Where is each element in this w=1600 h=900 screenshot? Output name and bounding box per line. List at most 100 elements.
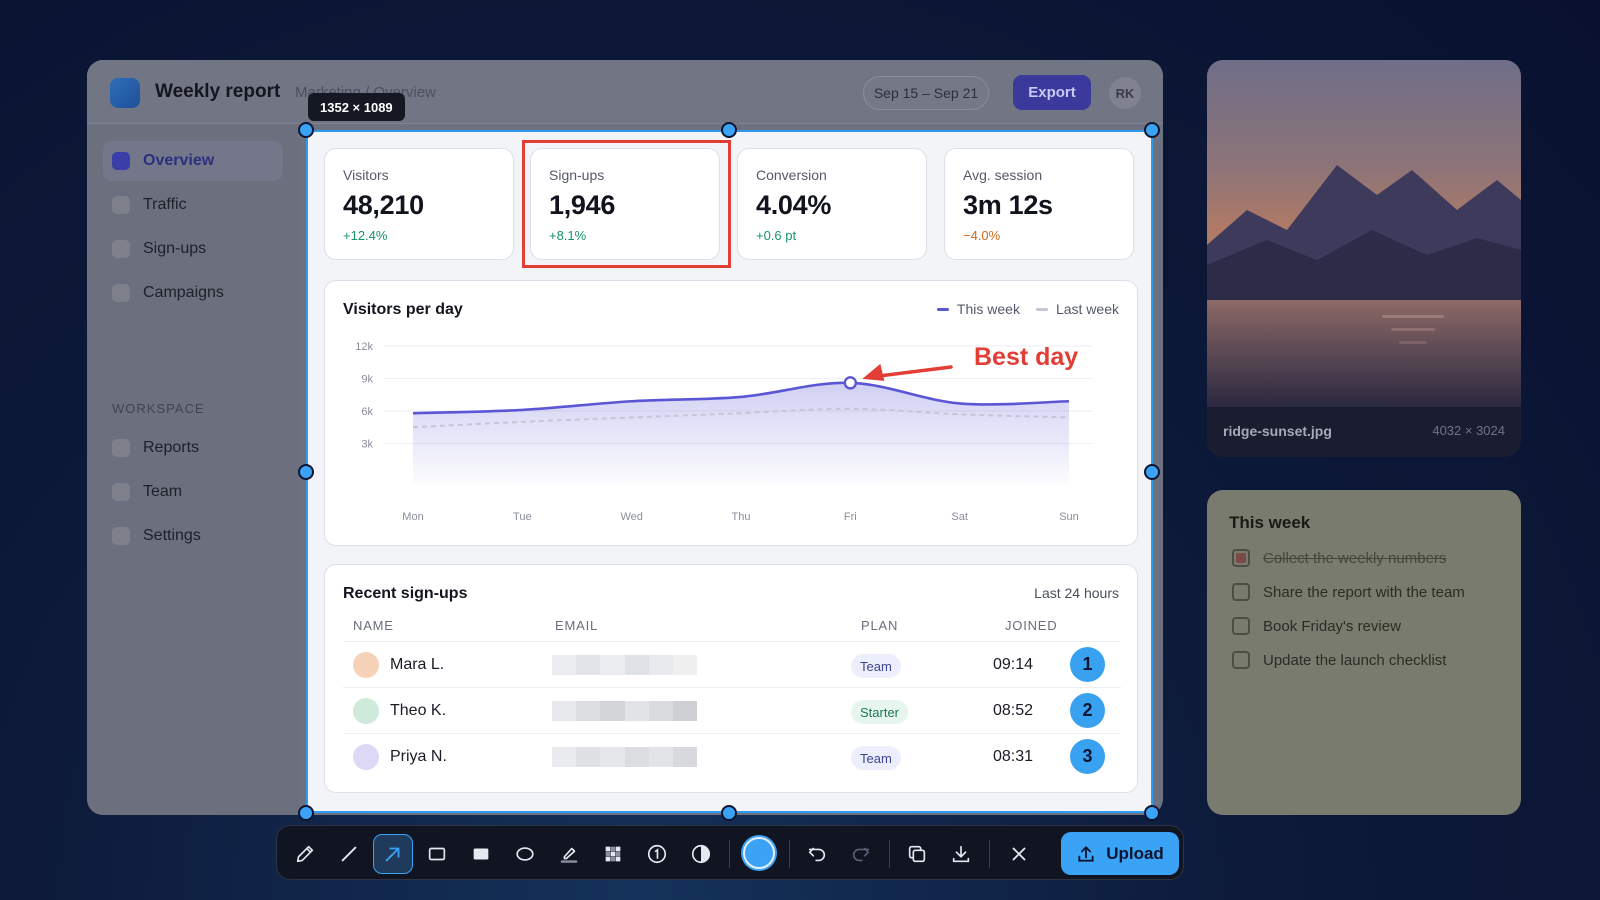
checkbox-checked[interactable]: [1232, 549, 1250, 567]
upload-button[interactable]: Upload: [1061, 832, 1179, 875]
x-tick-label: Tue: [513, 511, 532, 523]
sidebar-item-label: Settings: [143, 527, 201, 544]
date-range-picker[interactable]: Sep 15 – Sep 21: [863, 76, 989, 110]
ellipse-tool[interactable]: [505, 834, 545, 874]
resize-handle-top[interactable]: [721, 122, 737, 138]
pencil-tool[interactable]: [285, 834, 325, 874]
series-line-last-week: [412, 407, 1070, 429]
kpi-delta: +12.4%: [343, 228, 388, 243]
checkbox[interactable]: [1232, 617, 1250, 635]
kpi-delta: +8.1%: [549, 228, 587, 243]
user-avatar[interactable]: RK: [1109, 77, 1141, 109]
legend-swatch: [936, 307, 949, 311]
sidebar-item-overview[interactable]: Overview: [103, 141, 283, 181]
pixelate-tool[interactable]: [593, 834, 633, 874]
highlighter-tool[interactable]: [549, 834, 589, 874]
recent-signups-card: Recent sign-ups Last 24 hours NAME EMAIL…: [324, 564, 1138, 793]
kpi-delta: −4.0%: [963, 228, 1001, 243]
resize-handle-left[interactable]: [298, 464, 314, 480]
annotation-step-badge[interactable]: 3: [1070, 739, 1105, 774]
todo-item[interactable]: Collect the weekly numbers: [1232, 549, 1446, 567]
todo-item[interactable]: Share the report with the team: [1232, 583, 1465, 601]
legend-item-last-week: Last week: [1035, 301, 1119, 317]
copy-icon: [908, 845, 926, 863]
resize-handle-bottom-right[interactable]: [1144, 805, 1160, 821]
download-button[interactable]: [941, 834, 981, 874]
sidebar-item-label: Overview: [143, 152, 215, 169]
kpi-card-conversion: Conversion 4.04% +0.6 pt: [737, 148, 927, 260]
undo-button[interactable]: [797, 834, 837, 874]
chart-title: Visitors per day: [343, 301, 463, 318]
resize-handle-bottom[interactable]: [721, 805, 737, 821]
arrow-tool[interactable]: [373, 834, 413, 874]
workspace-section-label: WORKSPACE: [112, 401, 205, 416]
table-title: Recent sign-ups: [343, 585, 468, 602]
toolbar-divider: [729, 840, 730, 868]
app-logo: [110, 78, 140, 108]
checkbox[interactable]: [1232, 651, 1250, 669]
todo-item-label: Book Friday's review: [1263, 617, 1401, 635]
redo-button[interactable]: [841, 834, 881, 874]
rectangle-icon: [428, 847, 446, 861]
step-number-icon: [647, 844, 667, 864]
toolbar-divider: [889, 840, 890, 868]
annotation-toolbar: Upload: [276, 825, 1184, 880]
avatar: [353, 652, 379, 678]
annotation-rectangle[interactable]: [522, 140, 731, 268]
annotation-text-best-day[interactable]: Best day: [974, 343, 1079, 371]
resize-handle-top-right[interactable]: [1144, 122, 1160, 138]
sidebar-item-settings[interactable]: Settings: [103, 516, 283, 556]
redo-icon: [852, 847, 870, 862]
annotation-arrow: [870, 365, 953, 379]
invert-tool[interactable]: [681, 834, 721, 874]
copy-button[interactable]: [897, 834, 937, 874]
kpi-label: Visitors: [343, 167, 389, 183]
resize-handle-right[interactable]: [1144, 464, 1160, 480]
line-tool[interactable]: [329, 834, 369, 874]
kpi-card-visitors: Visitors 48,210 +12.4%: [324, 148, 514, 260]
resize-handle-bottom-left[interactable]: [298, 805, 314, 821]
sidebar-item-label: Reports: [143, 439, 200, 456]
filled-rectangle-tool[interactable]: [461, 834, 501, 874]
todo-item[interactable]: Update the launch checklist: [1232, 651, 1446, 669]
ellipse-icon: [516, 847, 534, 861]
sidebar-item-sign-ups[interactable]: Sign-ups: [103, 229, 283, 269]
best-day-point: [843, 376, 858, 390]
sidebar-item-team[interactable]: Team: [103, 472, 283, 512]
team-icon: [112, 483, 130, 501]
table-row[interactable]: Theo K. Starter 08:52 2: [343, 687, 1121, 733]
todo-item[interactable]: Book Friday's review: [1232, 617, 1401, 635]
sidebar-item-traffic[interactable]: Traffic: [103, 185, 283, 225]
sidebar-item-reports[interactable]: Reports: [103, 428, 283, 468]
overview-icon: [112, 152, 130, 170]
capture-selection[interactable]: Visitors 48,210 +12.4% Sign-ups 1,946 +8…: [306, 130, 1153, 813]
kpi-value: 3m 12s: [963, 190, 1053, 220]
resize-handle-top-left[interactable]: [298, 122, 314, 138]
image-filename: ridge-sunset.jpg: [1223, 423, 1332, 439]
kpi-card-avg-session: Avg. session 3m 12s −4.0%: [944, 148, 1134, 260]
export-button[interactable]: Export: [1013, 75, 1091, 110]
todo-title: This week: [1229, 513, 1311, 532]
row-name: Mara L.: [390, 656, 445, 673]
kpi-label: Avg. session: [963, 167, 1043, 183]
checkbox[interactable]: [1232, 583, 1250, 601]
avatar: [353, 744, 379, 770]
sign-ups-icon: [112, 240, 130, 258]
image-preview-card[interactable]: ridge-sunset.jpg 4032 × 3024: [1207, 60, 1521, 457]
toolbar-divider: [989, 840, 990, 868]
sidebar-item-campaigns[interactable]: Campaigns: [103, 273, 283, 313]
close-button[interactable]: [999, 834, 1039, 874]
x-tick-label: Sun: [1059, 511, 1079, 523]
step-number-tool[interactable]: [637, 834, 677, 874]
plan-badge: Team: [851, 654, 901, 678]
table-row[interactable]: Priya N. Team 08:31 3: [343, 733, 1121, 779]
table-row[interactable]: Mara L. Team 09:14 1: [343, 641, 1121, 687]
annotation-step-badge[interactable]: 1: [1070, 647, 1105, 682]
legend-label: Last week: [1055, 301, 1119, 317]
filled-rectangle-icon: [473, 848, 489, 860]
color-picker[interactable]: [743, 837, 775, 869]
rectangle-tool[interactable]: [417, 834, 457, 874]
annotation-step-badge[interactable]: 2: [1070, 693, 1105, 728]
avatar: [353, 698, 379, 724]
kpi-value: 4.04%: [756, 190, 832, 220]
